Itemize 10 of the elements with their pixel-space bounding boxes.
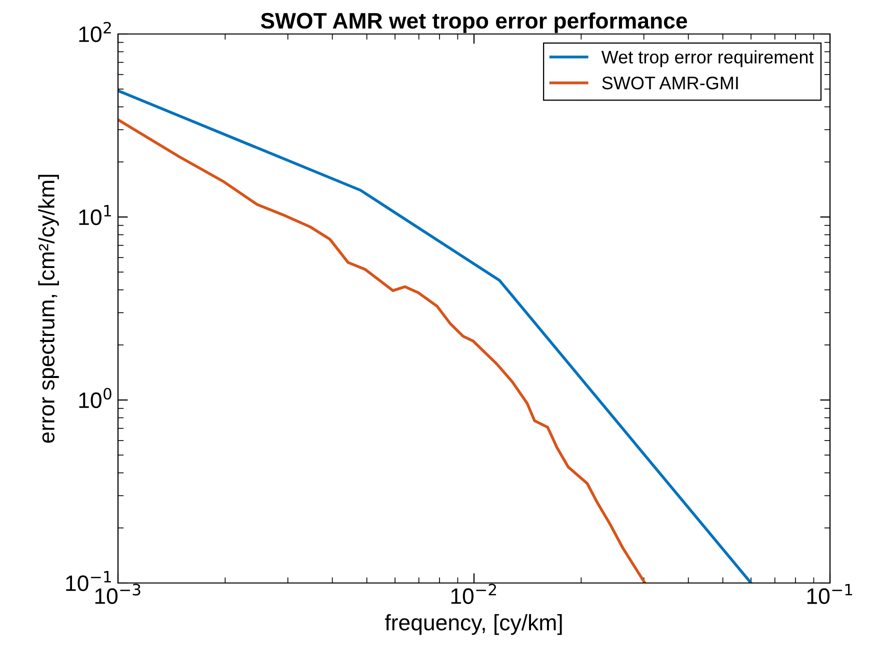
y-tick-label: 10$^{1}$ (79, 205, 111, 226)
y-tick-label: 10$^{0}$ (79, 388, 112, 408)
y-tick-label: 10$^{2}$ (79, 22, 111, 42)
chart-title: SWOT AMR wet tropo error performance (260, 12, 688, 34)
x-tick-label: 10$^{−1}$ (807, 584, 852, 604)
legend-label: SWOT AMR-GMI (602, 76, 738, 90)
legend-label: Wet trop error requirement (601, 50, 814, 68)
x-tick-label: 10$^{−2}$ (451, 584, 496, 604)
y-axis-title: error spectrum, [cm²/cy/km] (38, 174, 59, 443)
x-axis-title: frequency, [cy/km] (384, 614, 562, 635)
